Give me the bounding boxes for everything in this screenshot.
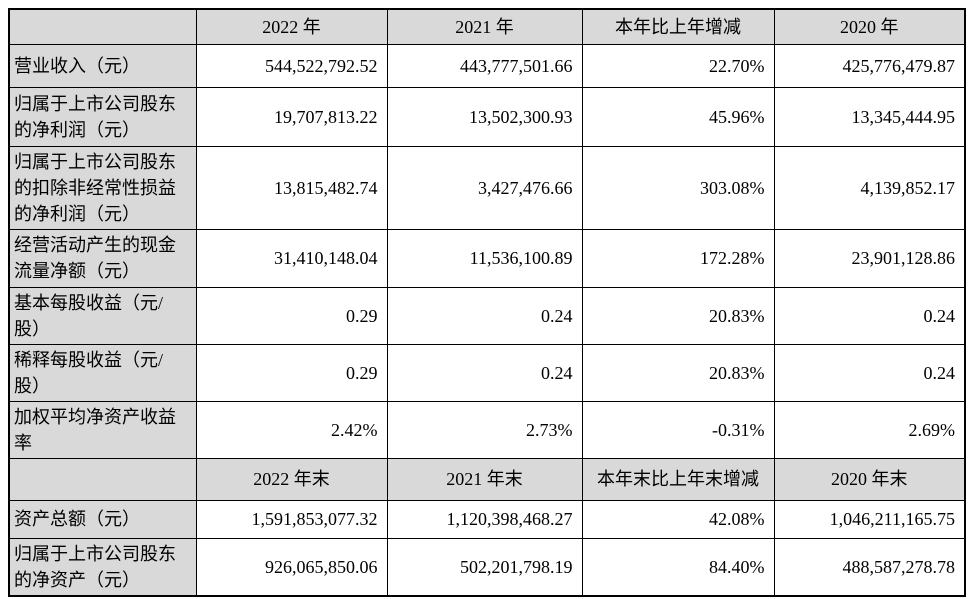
cell-2021: 502,201,798.19: [386, 537, 583, 596]
cell-change: 22.70%: [581, 43, 775, 88]
cell-2022: 31,410,148.04: [195, 228, 388, 288]
col-header-2021-yearend: 2021 年末: [386, 457, 583, 501]
table-row-net-assets: 归属于上市公司股东 的净资产（元） 926,065,850.06 502,201…: [8, 537, 966, 596]
cell-2021: 2.73%: [386, 400, 583, 459]
col-header-2020-yearend: 2020 年末: [773, 457, 966, 501]
cell-2020: 425,776,479.87: [773, 43, 966, 88]
cell-2022: 0.29: [195, 286, 388, 345]
cell-2020: 2.69%: [773, 400, 966, 459]
cell-2021: 3,427,476.66: [386, 145, 583, 230]
cell-change: 20.83%: [581, 343, 775, 402]
row-label: 经营活动产生的现金 流量净额（元）: [8, 228, 197, 288]
col-header-yoy-change: 本年比上年增减: [581, 8, 775, 45]
table-row-diluted-eps: 稀释每股收益（元/ 股） 0.29 0.24 20.83% 0.24: [8, 343, 966, 402]
row-label: 营业收入（元）: [8, 43, 197, 88]
cell-2020: 0.24: [773, 343, 966, 402]
cell-2020: 13,345,444.95: [773, 86, 966, 147]
cell-change: 84.40%: [581, 537, 775, 596]
cell-2020: 4,139,852.17: [773, 145, 966, 230]
cell-2022: 19,707,813.22: [195, 86, 388, 147]
cell-2020: 488,587,278.78: [773, 537, 966, 596]
col-header-2022-yearend: 2022 年末: [195, 457, 388, 501]
cell-2021: 0.24: [386, 286, 583, 345]
cell-2022: 0.29: [195, 343, 388, 402]
cell-2020: 1,046,211,165.75: [773, 499, 966, 539]
table-row-basic-eps: 基本每股收益（元/ 股） 0.29 0.24 20.83% 0.24: [8, 286, 966, 345]
cell-2021: 11,536,100.89: [386, 228, 583, 288]
cell-2021: 443,777,501.66: [386, 43, 583, 88]
cell-change: 45.96%: [581, 86, 775, 147]
table-row-operating-cash-flow: 经营活动产生的现金 流量净额（元） 31,410,148.04 11,536,1…: [8, 228, 966, 288]
cell-2021: 13,502,300.93: [386, 86, 583, 147]
cell-change: 20.83%: [581, 286, 775, 345]
row-label: 归属于上市公司股东 的扣除非经常性损益 的净利润（元）: [8, 145, 197, 230]
table-row-weighted-avg-roe: 加权平均净资产收益 率 2.42% 2.73% -0.31% 2.69%: [8, 400, 966, 459]
col-header-blank: [8, 457, 197, 501]
col-header-2020: 2020 年: [773, 8, 966, 45]
col-header-blank: [8, 8, 197, 45]
col-header-2021: 2021 年: [386, 8, 583, 45]
cell-2022: 13,815,482.74: [195, 145, 388, 230]
cell-change: -0.31%: [581, 400, 775, 459]
table-row-net-profit: 归属于上市公司股东 的净利润（元） 19,707,813.22 13,502,3…: [8, 86, 966, 147]
cell-change: 172.28%: [581, 228, 775, 288]
cell-2021: 0.24: [386, 343, 583, 402]
cell-2021: 1,120,398,468.27: [386, 499, 583, 539]
cell-2022: 544,522,792.52: [195, 43, 388, 88]
row-label: 归属于上市公司股东 的净资产（元）: [8, 537, 197, 596]
col-header-yearend-change: 本年末比上年末增减: [581, 457, 775, 501]
financial-summary-table: 2022 年 2021 年 本年比上年增减 2020 年 营业收入（元） 544…: [8, 8, 966, 597]
cell-2022: 926,065,850.06: [195, 537, 388, 596]
row-label: 加权平均净资产收益 率: [8, 400, 197, 459]
row-label: 资产总额（元）: [8, 499, 197, 539]
yearend-header-row: 2022 年末 2021 年末 本年末比上年末增减 2020 年末: [8, 457, 966, 501]
table-row-revenue: 营业收入（元） 544,522,792.52 443,777,501.66 22…: [8, 43, 966, 88]
cell-2020: 0.24: [773, 286, 966, 345]
cell-change: 42.08%: [581, 499, 775, 539]
row-label: 稀释每股收益（元/ 股）: [8, 343, 197, 402]
col-header-2022: 2022 年: [195, 8, 388, 45]
period-header-row: 2022 年 2021 年 本年比上年增减 2020 年: [8, 8, 966, 45]
table-row-net-profit-excl-nonrecurring: 归属于上市公司股东 的扣除非经常性损益 的净利润（元） 13,815,482.7…: [8, 145, 966, 230]
cell-change: 303.08%: [581, 145, 775, 230]
cell-2022: 2.42%: [195, 400, 388, 459]
row-label: 归属于上市公司股东 的净利润（元）: [8, 86, 197, 147]
table-row-total-assets: 资产总额（元） 1,591,853,077.32 1,120,398,468.2…: [8, 499, 966, 539]
row-label: 基本每股收益（元/ 股）: [8, 286, 197, 345]
cell-2020: 23,901,128.86: [773, 228, 966, 288]
cell-2022: 1,591,853,077.32: [195, 499, 388, 539]
